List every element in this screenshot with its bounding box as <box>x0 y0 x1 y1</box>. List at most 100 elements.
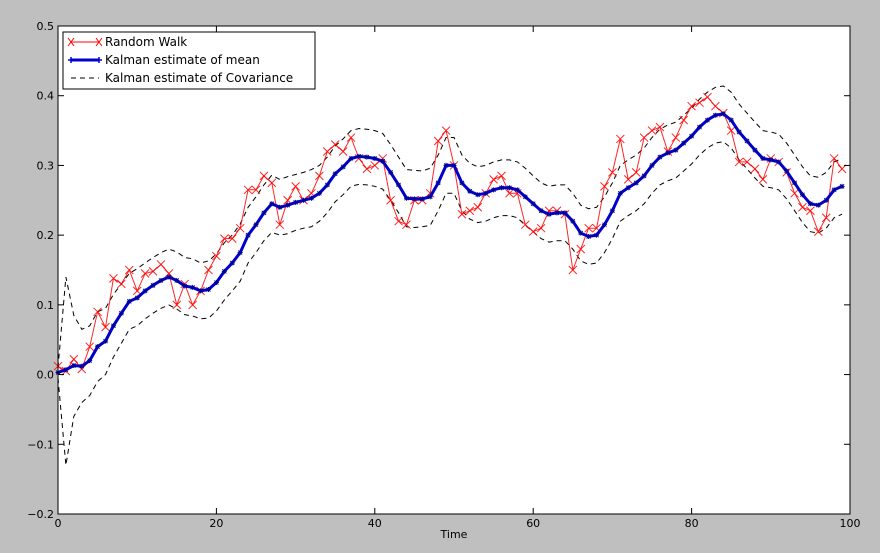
kalman-mean-point <box>427 194 433 200</box>
random-walk-point <box>837 164 847 174</box>
random-walk-point <box>172 300 182 310</box>
kalman-mean-point <box>308 195 314 201</box>
random-walk-point <box>639 133 649 142</box>
kalman-mean-point <box>578 230 584 236</box>
kalman-mean-point <box>237 250 243 256</box>
random-walk-point <box>267 178 277 188</box>
random-walk-point <box>93 307 102 317</box>
kalman-mean-point <box>823 197 829 203</box>
kalman-mean-point <box>491 187 497 193</box>
kalman-mean-point <box>110 323 116 329</box>
kalman-mean-point <box>522 194 528 200</box>
random-walk-point <box>798 202 807 212</box>
kalman-mean-point <box>594 232 600 238</box>
kalman-mean-point <box>807 201 813 207</box>
kalman-mean-point <box>158 277 164 283</box>
random-walk-point <box>742 157 752 167</box>
random-walk-point <box>647 126 657 135</box>
kalman-mean-point <box>736 129 742 135</box>
legend-entry-kalman-mean: Kalman estimate of mean <box>68 53 260 67</box>
kalman-mean-point <box>625 185 631 191</box>
kalman-mean-point <box>681 140 687 146</box>
kalman-mean-point <box>166 274 172 280</box>
kalman-mean-point <box>103 338 109 344</box>
y-tick-label: 0.5 <box>37 20 55 33</box>
kalman-mean-point <box>799 192 805 198</box>
series-covariance-upper <box>57 85 843 368</box>
kalman-mean-point <box>586 234 592 240</box>
kalman-mean-point <box>411 196 417 202</box>
kalman-mean-point <box>776 159 782 165</box>
random-walk-point <box>227 234 237 243</box>
random-walk-point <box>204 265 213 275</box>
random-walk-point <box>394 216 403 226</box>
kalman-mean-point <box>720 111 726 117</box>
legend-label-random-walk: Random Walk <box>105 35 187 49</box>
random-walk-point <box>497 171 506 181</box>
kalman-mean-point <box>768 157 774 163</box>
random-walk-point <box>489 175 498 184</box>
kalman-mean-point <box>570 218 576 224</box>
random-walk-point <box>758 175 768 184</box>
y-tick-label: 0.4 <box>37 90 55 103</box>
random-walk-point <box>441 126 451 135</box>
kalman-mean-point <box>364 154 370 160</box>
kalman-mean-point <box>609 208 615 214</box>
kalman-mean-point <box>514 187 520 193</box>
kalman-mean-point <box>538 208 544 214</box>
random-walk-point <box>140 269 150 278</box>
random-walk-point <box>806 206 815 216</box>
random-walk-point <box>726 126 736 135</box>
kalman-mean-point <box>530 201 536 207</box>
random-walk-point <box>568 265 578 275</box>
random-walk-point <box>370 161 380 170</box>
kalman-mean-point <box>744 138 750 144</box>
random-walk-point <box>631 168 641 177</box>
kalman-mean-point <box>205 287 211 293</box>
random-walk-point <box>322 147 332 156</box>
random-walk-point <box>275 220 285 230</box>
y-tick-label: −0.2 <box>27 508 54 521</box>
random-walk-point <box>584 223 593 233</box>
random-walk-point <box>703 92 712 102</box>
random-walk-point <box>600 181 609 191</box>
x-tick-label: 80 <box>685 517 699 530</box>
kalman-mean-point <box>126 298 132 304</box>
kalman-mean-point <box>221 268 227 274</box>
kalman-mean-point <box>506 185 512 191</box>
axis-layer: 0 20 40 60 80 100 −0.2 −0.1 0.0 0.1 0.2 0.3 0.4 0.5 <box>27 20 860 530</box>
random-walk-point <box>85 342 95 352</box>
kalman-mean-point <box>712 112 718 118</box>
legend-label-kalman-covariance: Kalman estimate of Covariance <box>105 71 293 85</box>
random-walk-point <box>576 244 586 254</box>
random-walk-point <box>821 213 831 223</box>
kalman-mean-point <box>483 190 489 196</box>
kalman-mean-point <box>459 180 465 186</box>
kalman-mean-point <box>554 210 560 216</box>
kalman-mean-point <box>815 202 821 208</box>
kalman-mean-point <box>324 182 330 188</box>
kalman-mean-point <box>245 232 251 238</box>
series-kalman-mean-line <box>57 112 843 374</box>
legend: Random Walk Kalman estimate of mean Kalm… <box>62 31 316 90</box>
kalman-mean-point <box>784 168 790 174</box>
random-walk-point <box>338 147 348 156</box>
random-walk-point <box>671 133 681 142</box>
kalman-mean-point <box>372 155 378 161</box>
random-walk-point <box>520 220 530 230</box>
legend-marker-random-walk <box>67 37 103 47</box>
kalman-mean-point <box>213 280 219 286</box>
random-walk-point <box>212 251 221 261</box>
kalman-mean-point <box>79 363 85 369</box>
kalman-mean-point <box>182 283 188 289</box>
random-walk-point <box>608 168 617 177</box>
random-walk-point <box>465 206 475 216</box>
plot-area <box>58 26 850 514</box>
random-walk-point <box>101 322 110 332</box>
random-walk-point <box>623 175 633 184</box>
random-walk-point <box>655 122 665 132</box>
series-random-walk-line <box>57 96 843 372</box>
kalman-mean-point <box>562 210 568 216</box>
random-walk-point <box>291 181 300 191</box>
